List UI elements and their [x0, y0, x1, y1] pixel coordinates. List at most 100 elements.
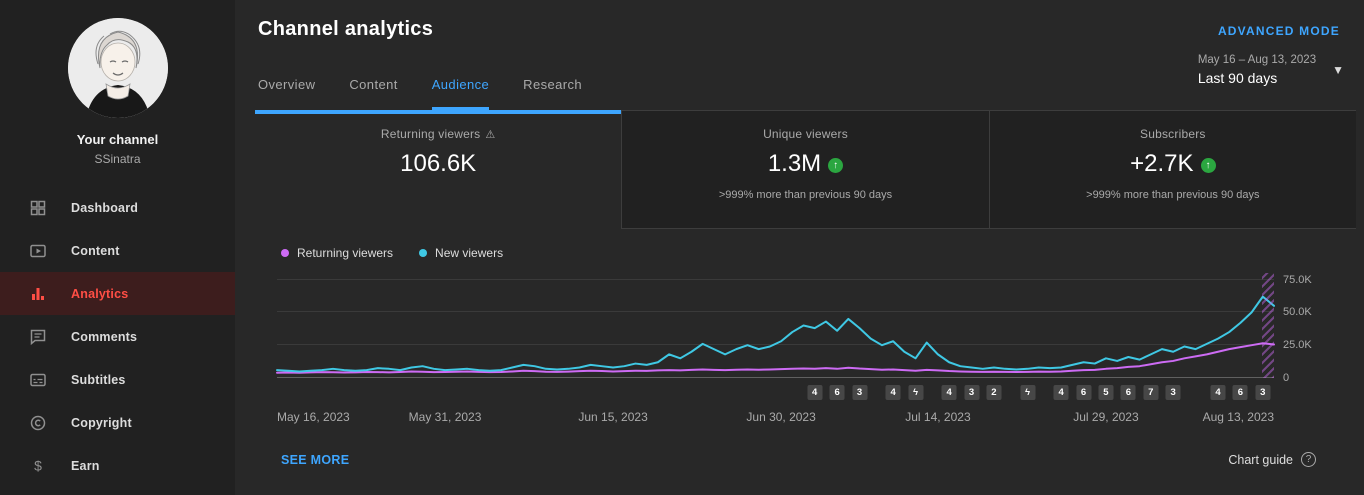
sidebar-item-analytics[interactable]: Analytics	[0, 272, 235, 315]
video-published-marker[interactable]: 3	[1165, 385, 1181, 400]
sidebar-item-comments[interactable]: Comments	[0, 315, 235, 358]
see-more-link[interactable]: SEE MORE	[281, 452, 350, 467]
video-published-marker[interactable]: 6	[829, 385, 845, 400]
video-published-marker[interactable]: 4	[1053, 385, 1069, 400]
chart-guide-link[interactable]: Chart guide ?	[1228, 452, 1316, 467]
sidebar: Your channel SSinatra Dashboard Content …	[0, 0, 235, 495]
metric-value: 106.6K	[400, 150, 477, 177]
sidebar-item-label: Analytics	[71, 286, 129, 301]
legend-dot-returning	[281, 249, 289, 257]
channel-label: Your channel	[76, 132, 159, 147]
y-axis-label: 50.0K	[1283, 306, 1312, 319]
series-line-new-viewers	[277, 297, 1274, 372]
up-arrow-icon: ↑	[828, 158, 844, 173]
tab-audience[interactable]: Audience	[431, 77, 490, 110]
chart-legend: Returning viewers New viewers	[281, 246, 1356, 260]
channel-avatar[interactable]	[67, 18, 168, 118]
video-published-marker[interactable]: 5	[1098, 385, 1114, 400]
metric-subtitle: >999% more than previous 90 days	[718, 189, 893, 201]
chart-guide-label: Chart guide	[1228, 452, 1293, 467]
legend-item-returning-viewers[interactable]: Returning viewers	[281, 246, 393, 260]
advanced-mode-link[interactable]: ADVANCED MODE	[1217, 24, 1340, 38]
sidebar-item-label: Copyright	[71, 415, 132, 430]
sidebar-item-label: Content	[71, 243, 120, 258]
sidebar-item-label: Earn	[71, 458, 100, 473]
y-axis-label: 0	[1283, 372, 1290, 384]
tab-content[interactable]: Content	[349, 77, 398, 92]
sidebar-item-copyright[interactable]: Copyright	[0, 401, 235, 444]
sidebar-item-dashboard[interactable]: Dashboard	[0, 186, 235, 229]
video-published-marker[interactable]: 2	[986, 385, 1002, 400]
sidebar-item-earn[interactable]: $ Earn	[0, 444, 235, 487]
sidebar-item-content[interactable]: Content	[0, 229, 235, 272]
analytics-header: Channel analytics ADVANCED MODE May 16 –…	[235, 0, 1364, 110]
chart-x-axis: May 16, 2023 May 31, 2023 Jun 15, 2023 Jun …	[277, 410, 1274, 424]
x-axis-label: Aug 13, 2023	[1202, 410, 1274, 424]
incomplete-data-hatch	[1262, 273, 1274, 378]
chart-footer: SEE MORE Chart guide ?	[255, 452, 1356, 467]
series-line-returning-viewers	[277, 343, 1274, 373]
warning-icon: ⚠	[485, 129, 496, 141]
tab-overview[interactable]: Overview	[258, 77, 316, 92]
x-axis-label: Jul 14, 2023	[905, 410, 971, 424]
metric-label: Returning viewers ⚠	[380, 127, 496, 141]
main-content: Channel analytics ADVANCED MODE May 16 –…	[235, 0, 1364, 495]
gridline	[277, 278, 1274, 280]
viewers-line-chart: 75.0K 50.0K 25.0K 0	[277, 273, 1357, 384]
svg-text:$: $	[34, 457, 42, 473]
metric-value: +2.7K ↑	[990, 150, 1356, 178]
video-published-marker[interactable]: 6	[1076, 385, 1092, 400]
date-range-picker[interactable]: May 16 – Aug 13, 2023 Last 90 days ▼	[1198, 54, 1344, 86]
metric-card-subscribers[interactable]: Subscribers +2.7K ↑ >999% more than previ…	[988, 110, 1356, 229]
x-axis-label: Jul 29, 2023	[1073, 410, 1139, 424]
legend-label: New viewers	[435, 246, 504, 260]
video-published-marker[interactable]: 4	[807, 385, 823, 400]
tab-research[interactable]: Research	[523, 77, 582, 92]
date-range-text: May 16 – Aug 13, 2023	[1197, 54, 1317, 66]
x-axis-label: Jun 30, 2023	[746, 410, 816, 424]
video-published-marker[interactable]: 7	[1143, 385, 1159, 400]
metric-card-returning-viewers[interactable]: Returning viewers ⚠ 106.6K	[255, 110, 622, 229]
legend-label: Returning viewers	[297, 246, 394, 260]
x-axis-label: May 31, 2023	[408, 410, 482, 424]
metric-value: 1.3M ↑	[622, 150, 988, 178]
video-published-marker[interactable]: 3	[964, 385, 980, 400]
video-published-marker[interactable]: 4	[941, 385, 957, 400]
subtitles-icon	[29, 371, 49, 389]
comments-icon	[29, 328, 49, 346]
video-published-marker[interactable]: 3	[852, 385, 868, 400]
gridline	[277, 377, 1274, 378]
sidebar-item-label: Dashboard	[71, 200, 139, 215]
metric-card-unique-viewers[interactable]: Unique viewers 1.3M ↑ >999% more than pre…	[621, 110, 989, 229]
metric-cards: Returning viewers ⚠ 106.6K Unique viewers…	[255, 110, 1356, 229]
page-title: Channel analytics	[258, 18, 434, 40]
legend-item-new-viewers[interactable]: New viewers	[419, 246, 503, 260]
chart-plot[interactable]	[277, 273, 1274, 378]
x-axis-label: May 16, 2023	[277, 410, 350, 424]
question-icon: ?	[1301, 452, 1316, 467]
analytics-tabs: Overview Content Audience Research	[258, 77, 1344, 110]
sidebar-item-subtitles[interactable]: Subtitles	[0, 358, 235, 401]
live-stream-marker[interactable]: ϟ	[908, 385, 924, 400]
sidebar-nav: Dashboard Content Analytics Comments	[0, 186, 235, 487]
dashboard-icon	[29, 199, 49, 217]
live-stream-marker[interactable]: ϟ	[1020, 385, 1036, 400]
copyright-icon	[29, 414, 49, 432]
sidebar-item-label: Subtitles	[71, 372, 126, 387]
y-axis-label: 25.0K	[1283, 339, 1312, 352]
date-preset-text: Last 90 days	[1197, 70, 1278, 86]
legend-dot-new	[419, 249, 428, 257]
video-published-marker[interactable]: 4	[1210, 385, 1226, 400]
video-published-marker[interactable]: 3	[1255, 385, 1271, 400]
metric-label: Unique viewers	[763, 127, 848, 141]
x-axis-label: Jun 15, 2023	[578, 410, 648, 424]
video-published-marker[interactable]: 6	[1232, 385, 1248, 400]
gridline	[277, 311, 1274, 313]
video-published-marker[interactable]: 6	[1120, 385, 1136, 400]
avatar-illustration	[67, 18, 168, 118]
content-icon	[29, 242, 49, 260]
video-published-marker[interactable]: 4	[885, 385, 901, 400]
y-axis-label: 75.0K	[1283, 273, 1312, 286]
